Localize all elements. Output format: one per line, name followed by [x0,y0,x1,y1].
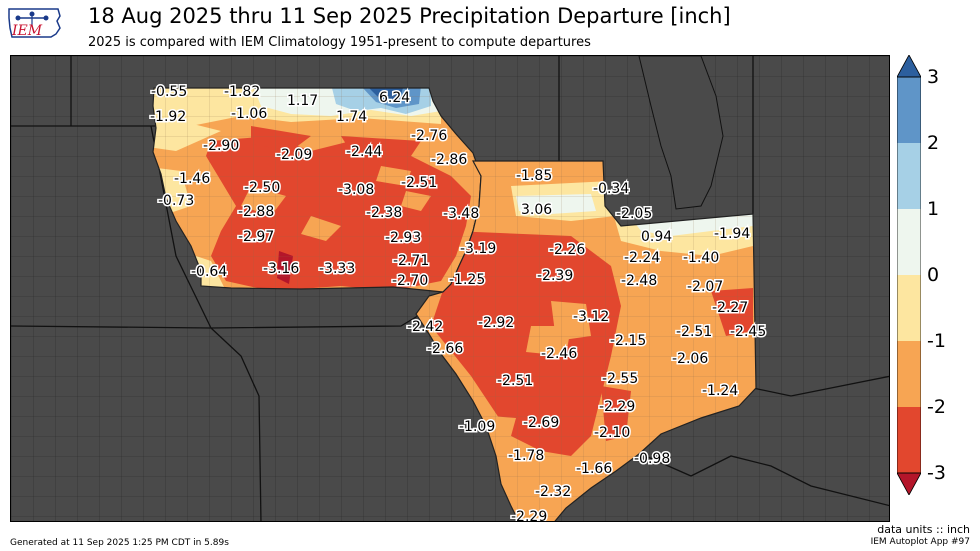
station-value-label: -1.25 [449,272,485,288]
colorbar-bin-2-3 [897,77,921,143]
station-value-label: -2.46 [541,346,577,362]
map-frame: -0.55 -1.82 1.17 6.24 -1.92 -1.06 1.74 -2.76 -2.… [10,55,890,522]
colorbar-bin-1-2 [897,143,921,209]
station-value-label: -2.97 [238,229,274,245]
colorbar-tick-0: 0 [927,264,940,286]
colorbar-bin-0-1 [897,209,921,275]
colorbar-bin-neg3-neg2 [897,407,921,473]
map-subtitle: 2025 is compared with IEM Climatology 19… [88,35,591,50]
station-value-label: -0.34 [593,181,629,197]
colorbar-tick-neg1: -1 [927,330,946,352]
station-value-label: -0.73 [158,193,194,209]
station-value-label: -2.06 [672,351,708,367]
station-value-label: -2.07 [687,279,723,295]
station-value-label: -1.85 [516,168,552,184]
station-value-label: -3.16 [263,261,299,277]
colorbar-extend-top [897,55,921,77]
station-value-label: -2.42 [407,319,443,335]
station-value-label: -2.10 [594,425,630,441]
station-value-label: -2.69 [523,415,559,431]
station-value-label: -2.15 [610,333,646,349]
station-value-label: -2.32 [535,484,571,500]
station-value-label: -3.33 [319,261,355,277]
station-value-label: -1.40 [683,250,719,266]
app-name: IEM Autoplot App #97 [870,537,970,547]
station-value-label: 6.24 [379,90,410,106]
data-units: data units :: inch [877,523,970,536]
colorbar-tick-1: 1 [927,198,940,220]
iem-logo: IEM [6,6,64,46]
station-value-label: -2.09 [276,147,312,163]
station-value-label: -1.09 [459,419,495,435]
station-value-label: -2.38 [366,205,402,221]
logo-text: IEM [11,23,43,39]
station-value-label: -1.46 [174,171,210,187]
precip-departure-map: -0.55 -1.82 1.17 6.24 -1.92 -1.06 1.74 -2.76 -2.… [11,56,889,522]
station-value-label: -2.39 [537,268,573,284]
colorbar-tick-neg2: -2 [927,396,946,418]
station-value-label: -3.12 [573,309,609,325]
station-value-label: -2.88 [238,204,274,220]
lake-michigan [638,56,724,210]
map-title: 18 Aug 2025 thru 11 Sep 2025 Precipitati… [88,4,731,28]
station-value-label: -2.29 [599,399,635,415]
station-value-label: -3.08 [338,182,374,198]
station-value-label: 1.74 [336,109,367,125]
station-value-label: -2.29 [511,509,547,522]
station-value-label: -1.66 [576,461,612,477]
station-value-label: -0.55 [151,84,187,100]
station-value-label: -2.27 [712,300,748,316]
colorbar-bin-neg1-0 [897,275,921,341]
station-value-label: -2.51 [401,175,437,191]
station-value-label: -1.06 [231,106,267,122]
generated-timestamp: Generated at 11 Sep 2025 1:25 PM CDT in … [10,538,229,548]
colorbar-tick-3: 3 [927,66,940,88]
station-value-label: 3.06 [521,202,552,218]
station-value-label: -2.48 [621,273,657,289]
station-value-label: -2.44 [346,144,382,160]
station-value-label: -2.51 [676,324,712,340]
station-value-label: -2.93 [385,230,421,246]
colorbar [896,54,922,496]
station-value-label: -2.86 [431,152,467,168]
station-value-label: -2.90 [203,138,239,154]
station-value-label: -1.24 [702,383,738,399]
station-value-label: -1.92 [150,109,186,125]
station-value-label: -2.45 [730,324,766,340]
colorbar-bin-neg2-neg1 [897,341,921,407]
station-value-label: -2.70 [392,273,428,289]
station-value-label: -2.24 [624,250,660,266]
colorbar-tick-2: 2 [927,132,940,154]
station-value-label: -2.66 [427,341,463,357]
state-borders [11,56,889,521]
value-labels: -0.55 -1.82 1.17 6.24 -1.92 -1.06 1.74 -2.76 -2.… [149,83,768,522]
station-value-label: -1.78 [508,448,544,464]
colorbar-extend-bottom [897,473,921,495]
iowa-field [153,88,481,292]
station-value-label: -3.19 [460,241,496,257]
station-value-label: -2.50 [244,180,280,196]
station-value-label: -2.51 [497,373,533,389]
station-value-label: -2.26 [549,242,585,258]
station-value-label: -2.05 [616,206,652,222]
station-value-label: -2.92 [478,315,514,331]
station-value-label: -2.76 [411,128,447,144]
station-value-label: -1.94 [714,226,750,242]
station-value-label: -1.82 [224,84,260,100]
station-value-label: -2.71 [393,253,429,269]
colorbar-tick-neg3: -3 [927,462,946,484]
station-value-label: 0.94 [641,229,672,245]
station-value-label: -0.64 [191,264,227,280]
station-value-label: -2.55 [602,371,638,387]
station-value-label: -3.48 [443,206,479,222]
station-value-label: 1.17 [287,93,318,109]
station-value-label: -0.98 [634,451,670,467]
